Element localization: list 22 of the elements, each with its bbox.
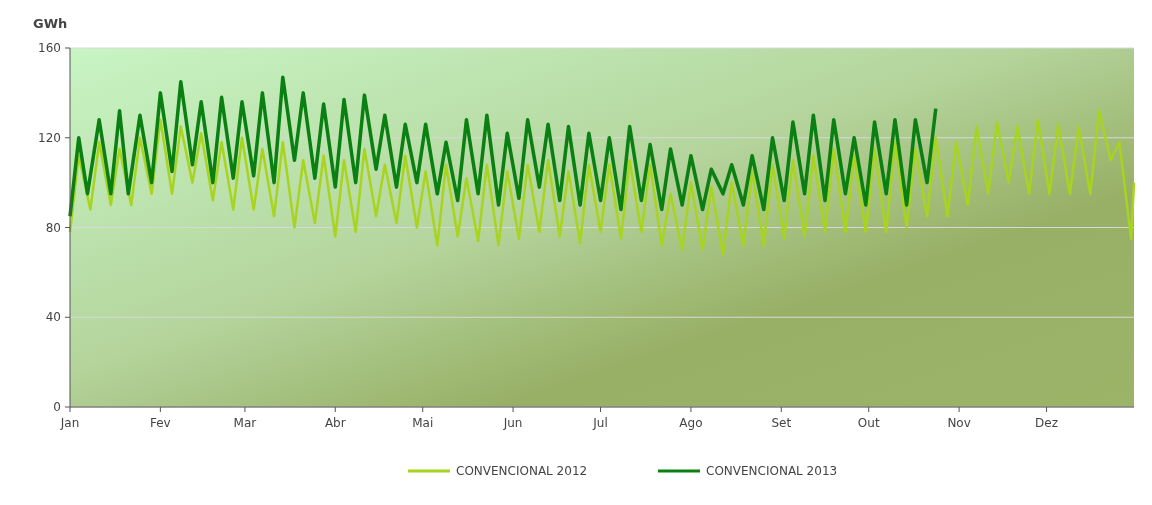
x-tick-label: Mar	[233, 416, 257, 430]
y-tick-label: 0	[53, 400, 61, 415]
y-tick-label: 160	[38, 41, 61, 56]
y-axis-title: GWh	[33, 16, 68, 31]
x-tick-label: Mai	[412, 416, 434, 430]
line-series	[68, 109, 1136, 256]
legend-label: CONVENCIONAL 2012	[456, 464, 588, 479]
line-series	[68, 75, 938, 219]
x-tick-label: Dez	[1035, 416, 1059, 430]
y-tick-label: 80	[45, 220, 61, 235]
y-tick-label: 120	[38, 130, 61, 145]
x-tick-label: Fev	[150, 416, 171, 430]
y-tick-label: 40	[45, 310, 61, 325]
x-tick-label: Nov	[947, 416, 971, 430]
x-tick-label: Jan	[59, 416, 80, 430]
x-tick-label: Abr	[324, 416, 346, 430]
x-tick-label: Ago	[679, 416, 703, 430]
legend-label: CONVENCIONAL 2013	[706, 464, 838, 479]
x-tick-label: Out	[857, 416, 880, 430]
x-tick-label: Jul	[592, 416, 608, 430]
x-tick-label: Jun	[502, 416, 523, 430]
x-tick-label: Set	[771, 416, 792, 430]
